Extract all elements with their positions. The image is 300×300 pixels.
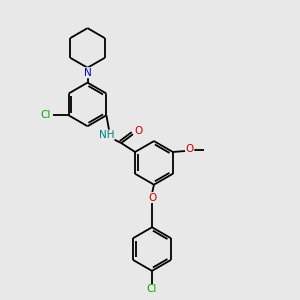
Text: N: N xyxy=(84,68,92,78)
Text: Cl: Cl xyxy=(147,284,157,294)
Text: Cl: Cl xyxy=(41,110,51,120)
Text: NH: NH xyxy=(99,130,114,140)
Text: O: O xyxy=(148,193,157,202)
Text: O: O xyxy=(186,144,194,154)
Text: O: O xyxy=(134,126,142,136)
